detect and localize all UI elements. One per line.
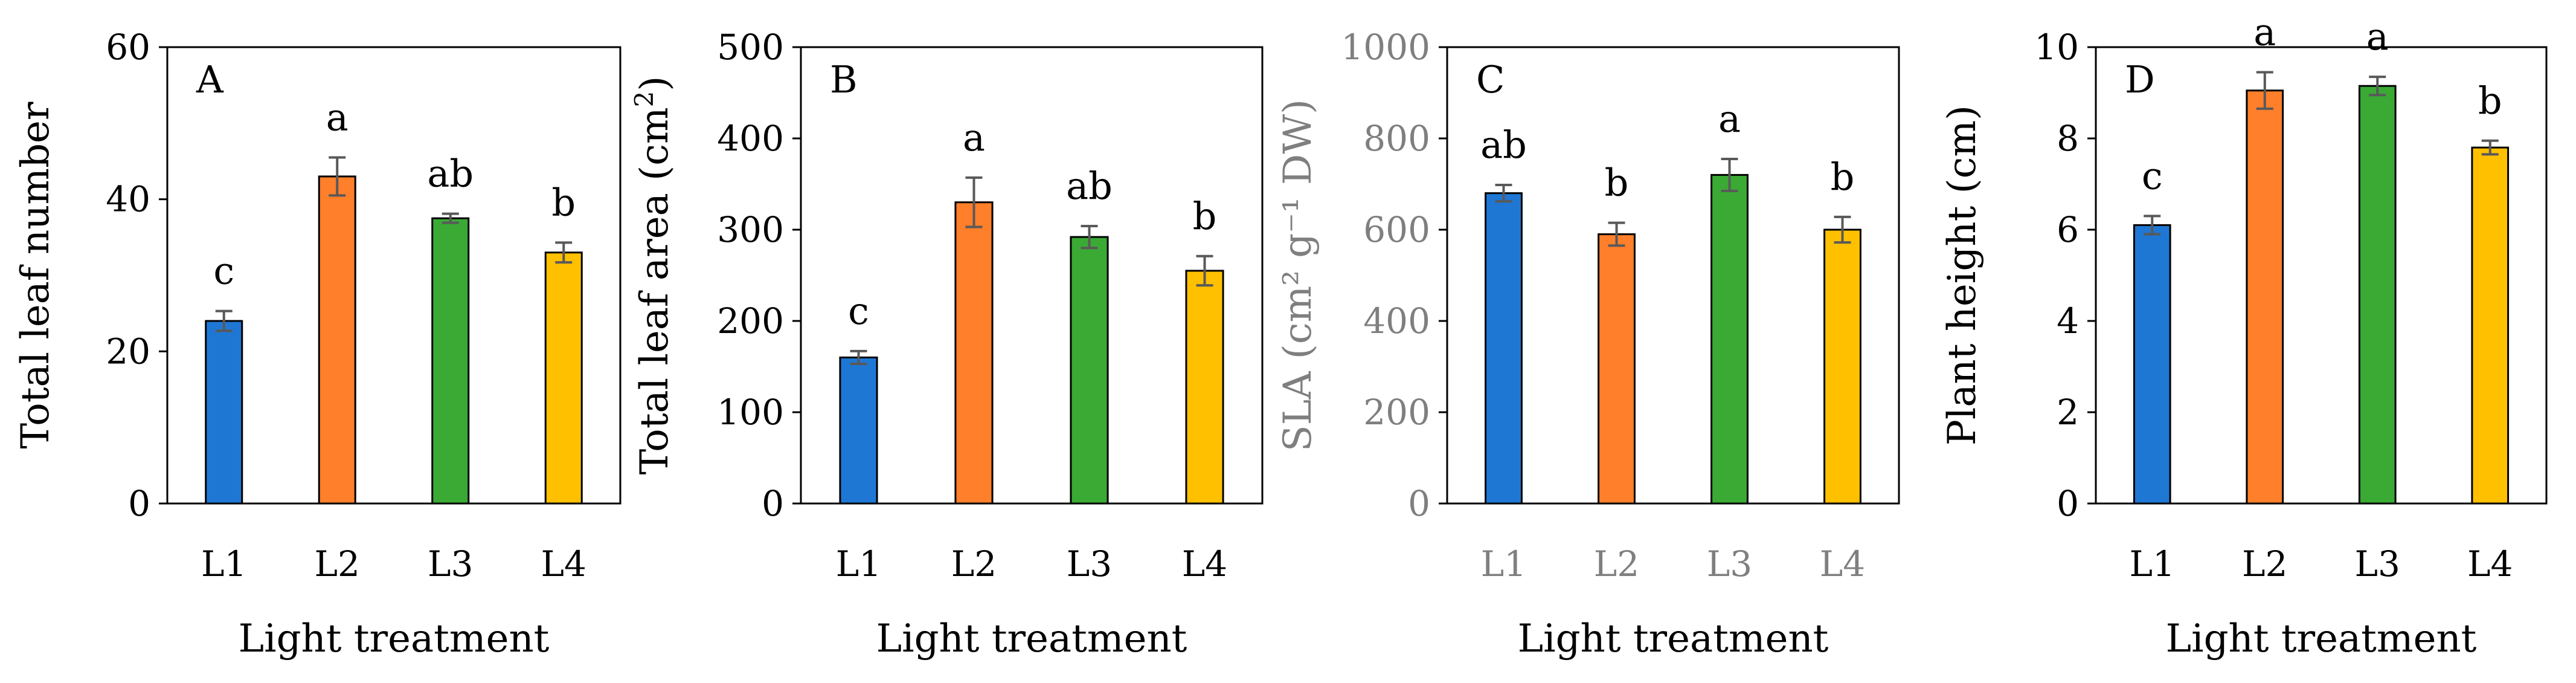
x-tick-label: L2 (315, 543, 360, 584)
y-tick-label: 10 (2034, 27, 2079, 68)
bar-l3 (2358, 85, 2397, 505)
y-tick-label: 100 (717, 392, 784, 433)
y-tick-label: 20 (106, 331, 150, 372)
significance-letter: c (213, 249, 234, 293)
x-tick-label: L3 (428, 543, 473, 584)
chart-panel-c: 0 200 400 600 800 1000 ab L1 b L2 a L3 b L4 C Light tre… (1276, 27, 1900, 661)
bar-l4 (1185, 270, 1224, 505)
significance-letter: c (848, 289, 869, 333)
y-axis-title-text: Total leaf number (13, 102, 58, 448)
plot-frame (2095, 46, 2548, 505)
y-tick-label: 8 (2057, 118, 2079, 159)
bar-l1 (839, 356, 878, 505)
y-tick-label: 0 (128, 483, 150, 524)
y-tick-label: 4 (2057, 300, 2079, 342)
y-tick-label: 400 (1363, 300, 1430, 342)
x-tick-label: L1 (836, 543, 881, 584)
x-tick-label: L2 (1594, 543, 1639, 584)
y-tick-label: 200 (1363, 392, 1430, 433)
significance-letter: a (2253, 10, 2276, 54)
y-tick-label: 40 (106, 179, 150, 220)
chart-panel-b: 0 100 200 300 400 500 c L1 a L2 ab L3 b L4 B Light trea… (629, 27, 1264, 661)
significance-letter: b (551, 180, 576, 224)
bar-l2 (318, 175, 356, 505)
x-tick-label: L4 (1182, 543, 1227, 584)
x-tick-label: L1 (1481, 543, 1526, 584)
significance-letter: b (1831, 155, 1855, 199)
bar-l3 (1070, 236, 1109, 505)
bar-l1 (2133, 224, 2171, 505)
y-tick-label: 0 (762, 483, 784, 524)
bar-l3 (1710, 173, 1749, 505)
y-axis-title-suffix: ) (632, 76, 677, 91)
panel-label: A (196, 57, 224, 102)
y-tick-label: 1000 (1341, 27, 1430, 68)
significance-letter: ab (1066, 164, 1113, 208)
bar-l2 (954, 201, 994, 505)
y-tick-label: 500 (717, 27, 784, 68)
x-tick-label: L2 (951, 543, 997, 584)
plot-frame (800, 46, 1264, 505)
x-tick-label: L2 (2242, 543, 2287, 584)
bar-l4 (1823, 228, 1861, 505)
y-axis-title: SLA (cm² g⁻¹ DW) (1276, 99, 1320, 452)
significance-letter: a (2366, 15, 2389, 59)
significance-letter: a (963, 115, 985, 160)
x-axis-title: Light treatment (2166, 617, 2477, 661)
y-tick-label: 400 (717, 118, 784, 159)
significance-letter: a (326, 95, 348, 139)
x-tick-label: L4 (2467, 543, 2513, 584)
significance-letter: c (2142, 154, 2163, 198)
x-axis-title: Light treatment (239, 617, 550, 661)
x-tick-label: L3 (1067, 543, 1112, 584)
panel-label: D (2125, 57, 2155, 102)
y-axis-title-superscript: 2 (629, 91, 659, 108)
x-tick-label: L1 (2130, 543, 2175, 584)
bar-l4 (2471, 146, 2510, 505)
x-axis-title: Light treatment (876, 617, 1187, 661)
y-tick-label: 0 (1408, 483, 1430, 524)
y-tick-label: 60 (106, 27, 150, 68)
plot-frame (1446, 46, 1900, 505)
x-tick-label: L4 (541, 543, 586, 584)
bar-l4 (544, 251, 583, 505)
significance-letter: b (2478, 79, 2502, 123)
bar-l1 (1485, 192, 1523, 505)
y-axis-title-text: Plant height (cm) (1940, 105, 1985, 445)
y-axis-title: Plant height (cm) (1940, 105, 1985, 445)
y-tick-label: 200 (717, 300, 784, 342)
panel-label: B (830, 57, 858, 102)
bar-l1 (205, 320, 243, 505)
bar-l2 (2246, 89, 2284, 505)
y-tick-label: 2 (2057, 392, 2079, 433)
y-tick-label: 6 (2057, 209, 2079, 250)
y-axis-title-text: Total leaf area (cm (632, 107, 677, 474)
y-axis-title-text: SLA (cm² g⁻¹ DW) (1276, 99, 1320, 452)
significance-letter: a (1718, 97, 1741, 141)
bar-l2 (1598, 233, 1636, 505)
y-tick-label: 0 (2057, 483, 2079, 524)
y-tick-label: 300 (717, 209, 784, 250)
x-tick-label: L3 (1707, 543, 1752, 584)
y-axis-title: Total leaf number (13, 102, 58, 448)
y-tick-label: 800 (1363, 118, 1430, 159)
significance-letter: b (1605, 161, 1629, 205)
y-tick-label: 600 (1363, 209, 1430, 250)
significance-letter: ab (1480, 123, 1527, 167)
x-axis-title: Light treatment (1518, 617, 1829, 661)
x-tick-label: L3 (2355, 543, 2400, 584)
plot-frame (166, 46, 622, 505)
chart-panel-d: 0 2 4 6 8 10 c L1 a L2 a L3 b L4 D Light treatment Plant… (1940, 10, 2548, 661)
y-axis-title: Total leaf area (cm2) (629, 76, 678, 475)
chart-panel-a: 0 20 40 60 c L1 a L2 ab L3 b L4 A Light treatment Tota… (13, 27, 622, 661)
significance-letter: ab (427, 152, 474, 196)
x-tick-label: L1 (201, 543, 246, 584)
panel-label: C (1476, 57, 1505, 102)
significance-letter: b (1193, 194, 1217, 238)
x-tick-label: L4 (1820, 543, 1865, 584)
bar-l3 (431, 217, 470, 505)
